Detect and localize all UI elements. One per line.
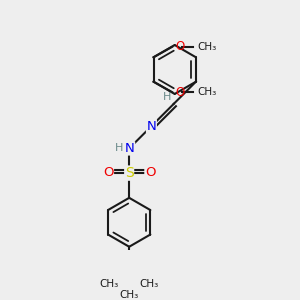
Text: N: N	[125, 142, 135, 155]
Text: CH₃: CH₃	[120, 290, 139, 300]
Text: CH₃: CH₃	[197, 87, 217, 97]
Text: CH₃: CH₃	[139, 279, 159, 289]
Text: O: O	[176, 85, 185, 99]
Text: S: S	[125, 166, 134, 180]
Text: H: H	[163, 92, 172, 102]
Text: O: O	[176, 40, 185, 53]
Text: O: O	[145, 166, 155, 178]
Text: H: H	[116, 143, 124, 153]
Text: N: N	[146, 120, 156, 133]
Text: CH₃: CH₃	[100, 279, 119, 289]
Text: O: O	[103, 166, 113, 178]
Text: CH₃: CH₃	[197, 42, 217, 52]
